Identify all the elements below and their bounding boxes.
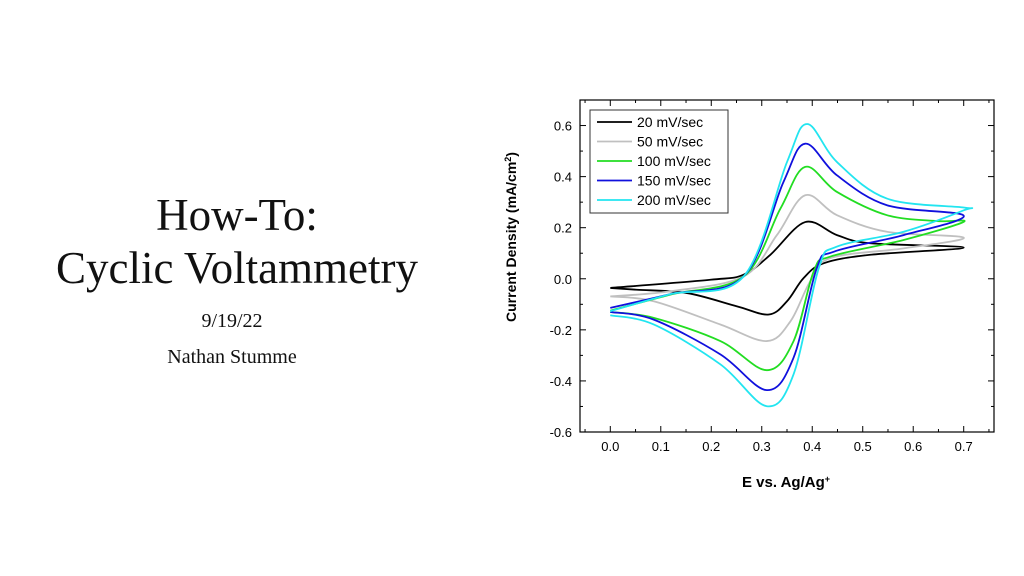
legend-label: 200 mV/sec	[637, 192, 711, 208]
y-tick-label: 0.2	[554, 221, 572, 236]
x-tick-label: 0.2	[702, 439, 720, 454]
x-tick-label: 0.1	[652, 439, 670, 454]
legend-label: 100 mV/sec	[637, 153, 711, 169]
y-axis-label: Current Density (mA/cm2)	[503, 152, 519, 322]
y-tick-label: -0.4	[550, 374, 572, 389]
legend-label: 50 mV/sec	[637, 134, 703, 150]
x-tick-label: 0.7	[955, 439, 973, 454]
series-line-100-mv-sec	[610, 165, 966, 372]
y-tick-label: 0.6	[554, 119, 572, 134]
x-tick-label: 0.4	[803, 439, 821, 454]
y-tick-label: 0.0	[554, 272, 572, 287]
legend: 20 mV/sec 50 mV/sec 100 mV/sec 150 mV/sec 20…	[589, 109, 729, 214]
plot-frame	[579, 99, 995, 433]
legend-label: 150 mV/sec	[637, 173, 711, 189]
y-tick-label: -0.6	[550, 425, 572, 440]
y-tick-label: 0.4	[554, 170, 572, 185]
slide-title-line2: Cyclic Voltammetry	[55, 243, 419, 293]
x-tick-label: 0.3	[753, 439, 771, 454]
y-tick-label: -0.2	[550, 323, 572, 338]
series-line-200-mv-sec	[610, 123, 974, 408]
series-line-50-mv-sec	[610, 194, 965, 342]
x-tick-label: 0.0	[601, 439, 619, 454]
series-line-20-mv-sec	[610, 220, 965, 316]
x-tick-label: 0.6	[904, 439, 922, 454]
x-axis-label: E vs. Ag/Ag+	[742, 474, 830, 491]
slide-title-line1: How-To:	[156, 190, 318, 240]
legend-label: 20 mV/sec	[637, 114, 703, 130]
x-tick-label: 0.5	[854, 439, 872, 454]
series-line-150-mv-sec	[610, 142, 965, 392]
slide-date: 9/19/22	[201, 310, 263, 332]
slide-author: Nathan Stumme	[167, 346, 297, 368]
